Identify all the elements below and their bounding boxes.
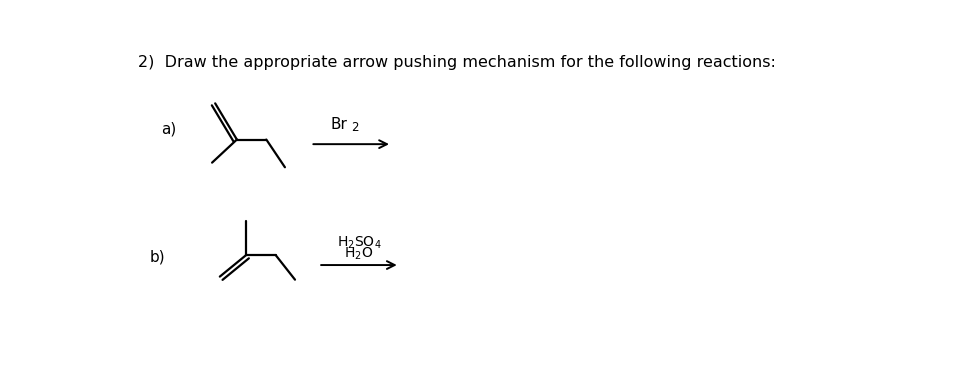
Text: 2)  Draw the appropriate arrow pushing mechanism for the following reactions:: 2) Draw the appropriate arrow pushing me… — [138, 55, 776, 70]
Text: b): b) — [151, 250, 166, 265]
Text: a): a) — [161, 121, 177, 136]
Text: Br: Br — [330, 117, 347, 132]
Text: 2: 2 — [350, 121, 358, 134]
Text: $\mathregular{H_2O}$: $\mathregular{H_2O}$ — [345, 245, 373, 262]
Text: $\mathregular{H_2SO_4}$: $\mathregular{H_2SO_4}$ — [337, 235, 381, 251]
